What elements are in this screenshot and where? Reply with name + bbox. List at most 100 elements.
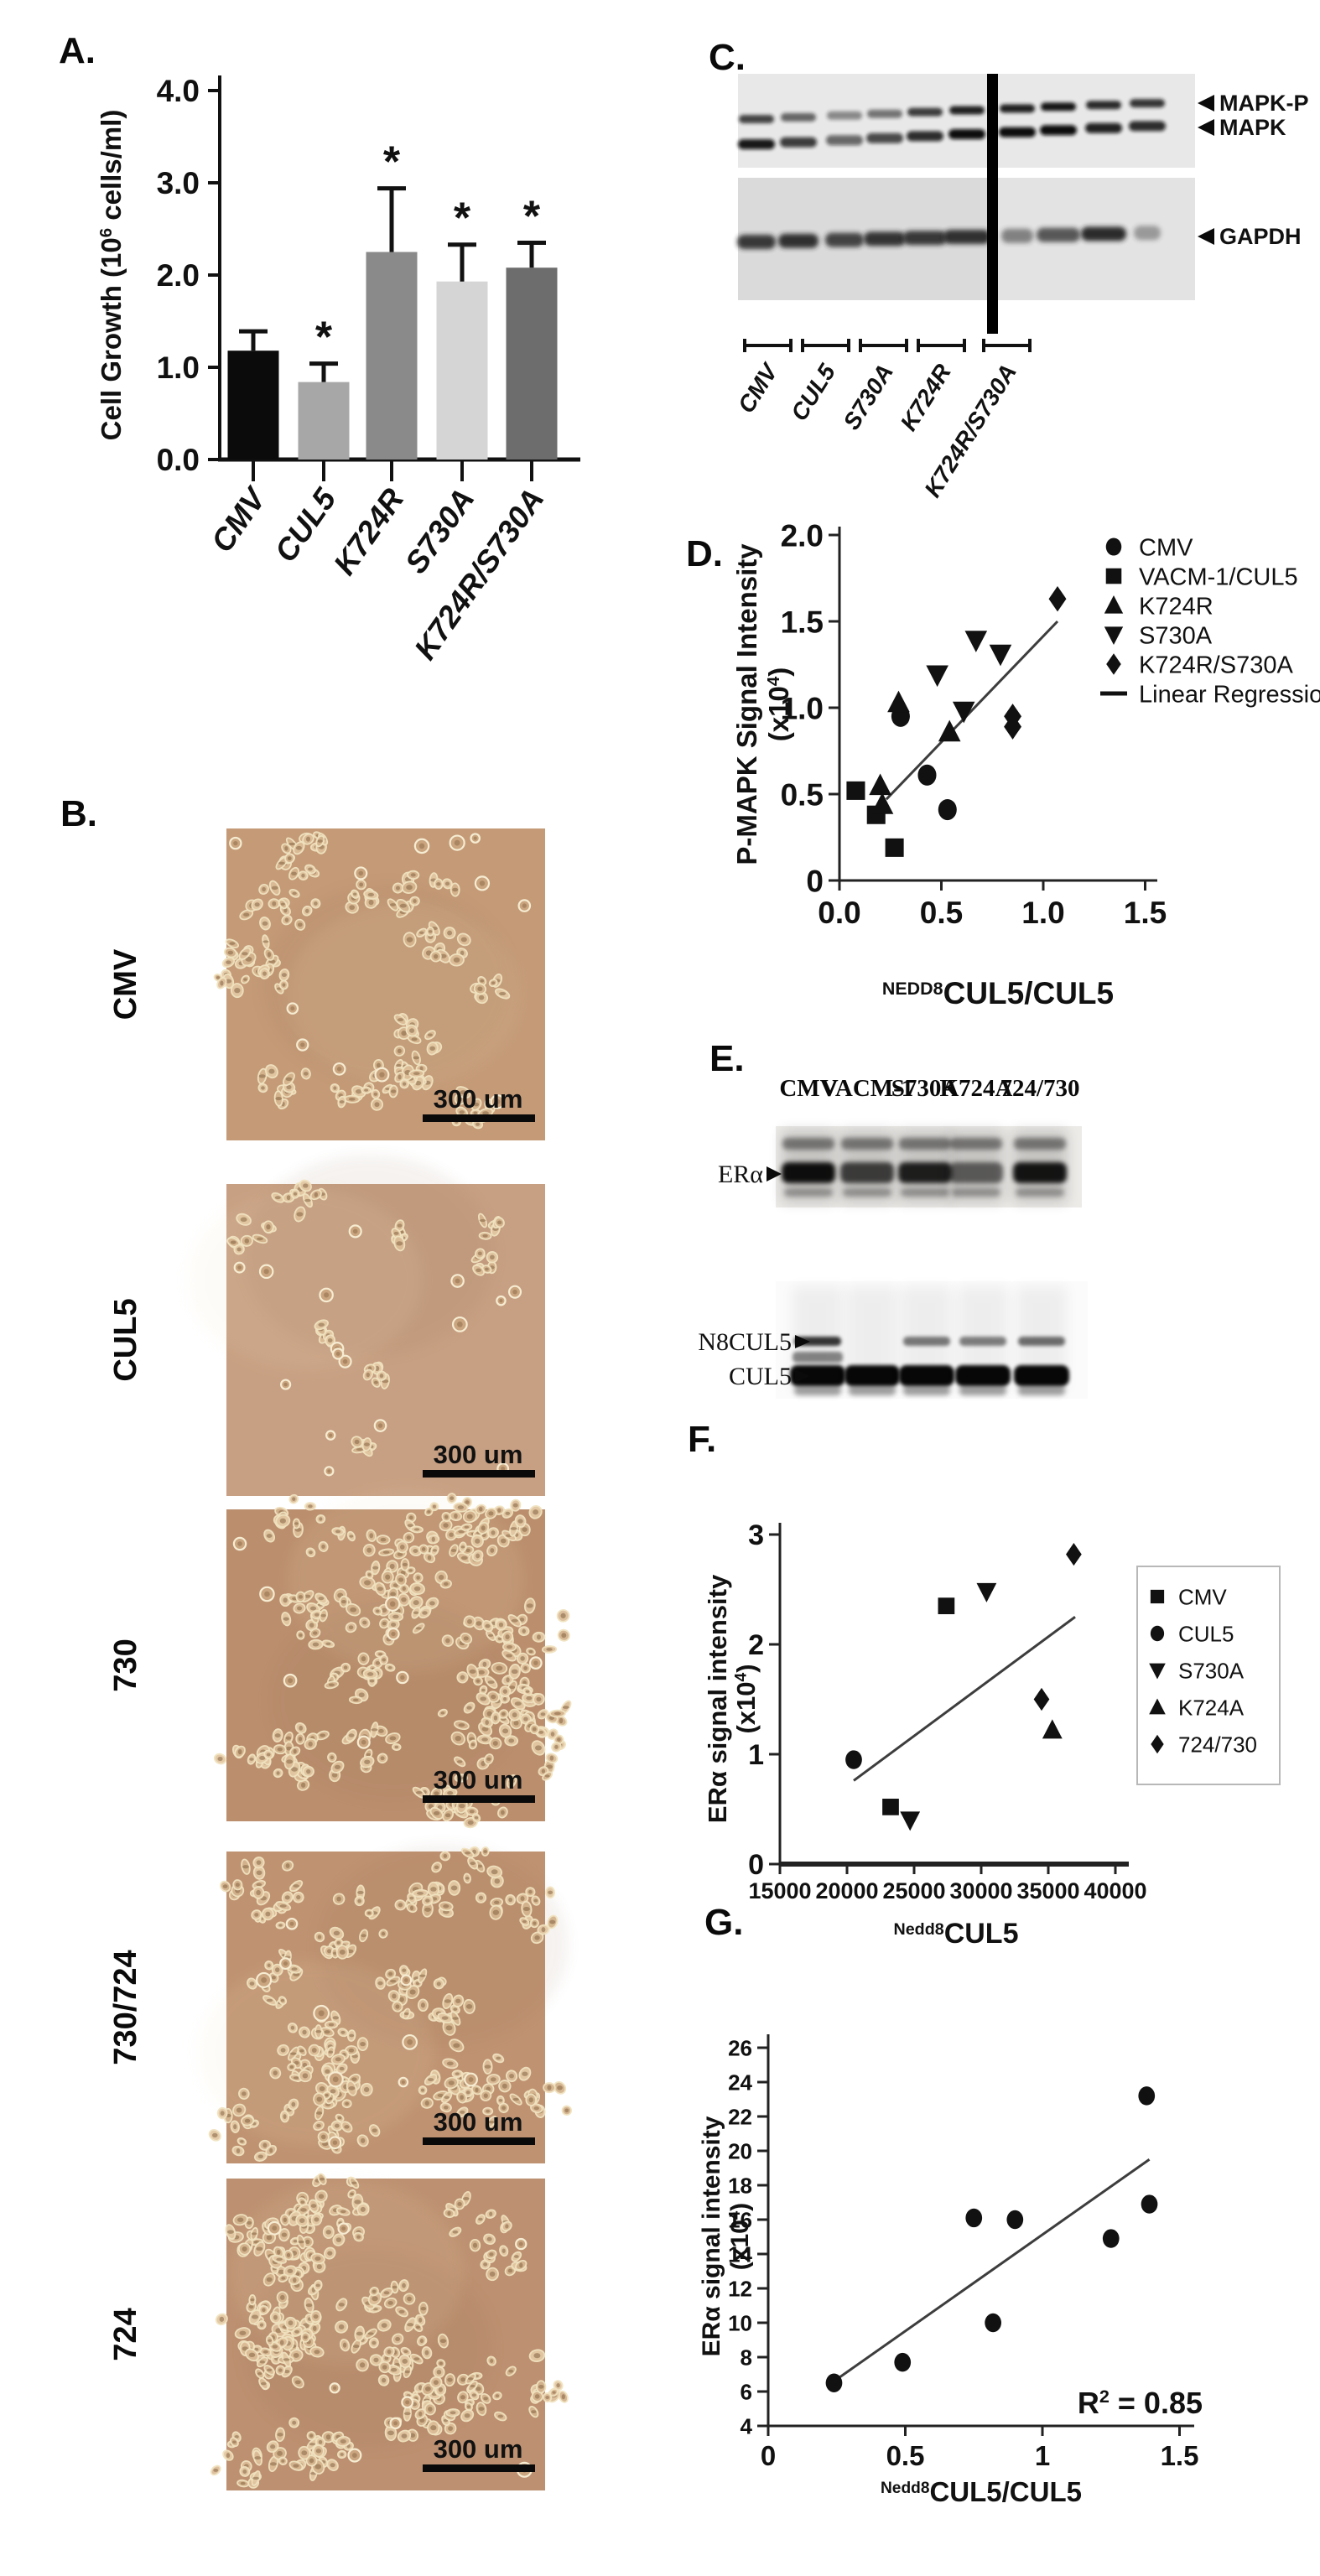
- scale-bar-label: 300 um: [434, 1084, 523, 1114]
- cell-nucleus: [354, 2199, 361, 2205]
- cell-nucleus: [520, 1896, 525, 1902]
- cell-nucleus: [452, 887, 459, 892]
- shading: [229, 2179, 465, 2365]
- cell-nucleus: [325, 1642, 331, 1645]
- cell-nucleus: [309, 2443, 316, 2446]
- cell-nucleus: [394, 1745, 398, 1749]
- cell-nucleus: [249, 1758, 254, 1761]
- cell-nucleus: [522, 2071, 528, 2076]
- cell-nucleus: [486, 2109, 491, 2113]
- cell-nucleus: [257, 1237, 263, 1241]
- x-tick-label: 35000: [1016, 1878, 1079, 1903]
- cell-nucleus: [328, 2050, 334, 2054]
- cell-nucleus: [270, 2444, 276, 2449]
- single-cell-nucleus: [264, 1591, 270, 1597]
- cell-nucleus: [355, 1088, 362, 1094]
- cell-nucleus: [397, 1223, 403, 1228]
- cell-nucleus: [316, 2096, 323, 2102]
- cell-nucleus: [349, 905, 356, 911]
- y-axis-title-units: (x104): [763, 667, 794, 741]
- cell-nucleus: [390, 1979, 397, 1983]
- cell-nucleus: [522, 1919, 527, 1924]
- data-point-S730A: [952, 701, 975, 724]
- cell-nucleus: [478, 1895, 484, 1900]
- cell-nucleus: [413, 899, 417, 904]
- cell-nucleus: [547, 2085, 552, 2090]
- cell-nucleus: [474, 1816, 479, 1820]
- band-era-lower: [1016, 1188, 1064, 1197]
- single-cell-nucleus: [495, 1098, 501, 1104]
- cell-nucleus: [351, 2181, 357, 2184]
- cell-nucleus: [448, 2426, 454, 2431]
- cell-nucleus: [482, 1234, 488, 1238]
- cell-nucleus: [299, 2218, 305, 2224]
- cell-nucleus: [250, 2298, 255, 2302]
- cell-nucleus: [398, 1903, 403, 1908]
- band-era-upper: [1014, 1138, 1066, 1150]
- band-mapk-p: [907, 107, 943, 117]
- cell-nucleus: [486, 2236, 492, 2241]
- micrograph-label-724: 724: [108, 2308, 143, 2361]
- single-cell-nucleus: [327, 1469, 331, 1473]
- cell-nucleus: [513, 2255, 519, 2258]
- cell-nucleus: [528, 1649, 533, 1654]
- cell-nucleus: [428, 2078, 434, 2082]
- cell-nucleus: [497, 1637, 502, 1641]
- single-cell-nucleus: [407, 2039, 413, 2045]
- cell-nucleus: [443, 1904, 450, 1909]
- cell-nucleus: [446, 2061, 454, 2066]
- data-point-K724R: [887, 690, 910, 713]
- cell-nucleus: [314, 2217, 320, 2222]
- cell-nucleus: [302, 1183, 309, 1188]
- cell-nucleus: [562, 1706, 569, 1709]
- cell-nucleus: [415, 1627, 422, 1630]
- cell-nucleus: [317, 839, 323, 843]
- cell-nucleus: [364, 1088, 369, 1092]
- cell-nucleus: [511, 1669, 518, 1675]
- single-cell-nucleus: [454, 839, 460, 846]
- single-cell-nucleus: [405, 2400, 410, 2405]
- cell-nucleus: [385, 1087, 391, 1091]
- cell-nucleus: [561, 2394, 565, 2400]
- single-cell-nucleus: [499, 1299, 503, 1303]
- cell-nucleus: [407, 2296, 412, 2302]
- cell-nucleus: [404, 2370, 410, 2374]
- cell-nucleus: [293, 1972, 300, 1976]
- band-label: GAPDH: [1219, 224, 1302, 249]
- cell-nucleus: [460, 1545, 465, 1549]
- cell-nucleus: [422, 1611, 428, 1615]
- cell-nucleus: [519, 1617, 525, 1622]
- micrograph-label-730: 730: [108, 1639, 143, 1692]
- cell-nucleus: [273, 2070, 278, 2076]
- cell-nucleus: [251, 2232, 257, 2236]
- scale-bar: [423, 2137, 535, 2145]
- cell-nucleus: [413, 1056, 419, 1060]
- cell-nucleus: [306, 1768, 311, 1774]
- cell-nucleus: [333, 1951, 337, 1955]
- cell-nucleus: [396, 1063, 402, 1067]
- legend-label: K724R/S730A: [1139, 652, 1293, 678]
- cell-nucleus: [475, 1122, 481, 1126]
- bar-CMV: [227, 351, 279, 460]
- cell-nucleus: [256, 1883, 262, 1887]
- cell-nucleus: [319, 1517, 323, 1521]
- cell-nucleus: [535, 1745, 542, 1751]
- cell-nucleus: [458, 1803, 465, 1809]
- cell-nucleus: [292, 891, 297, 896]
- cell-nucleus: [367, 1573, 372, 1576]
- band-era-lower: [901, 1188, 949, 1197]
- significance-asterisk: *: [454, 195, 471, 243]
- cell-nucleus: [289, 2065, 294, 2069]
- data-point-CMV: [917, 764, 937, 786]
- cell-nucleus: [239, 2330, 247, 2335]
- cell-nucleus: [522, 1527, 527, 1532]
- cell-nucleus: [392, 1993, 397, 1999]
- cell-nucleus: [409, 1989, 416, 1995]
- cell-nucleus: [418, 1974, 426, 1977]
- cell-nucleus: [234, 2434, 239, 2438]
- single-cell-nucleus: [400, 1675, 405, 1680]
- band-mapk: [948, 129, 985, 139]
- cell-nucleus: [489, 2252, 494, 2257]
- cell-nucleus: [522, 1628, 526, 1633]
- cell-nucleus: [265, 1911, 271, 1917]
